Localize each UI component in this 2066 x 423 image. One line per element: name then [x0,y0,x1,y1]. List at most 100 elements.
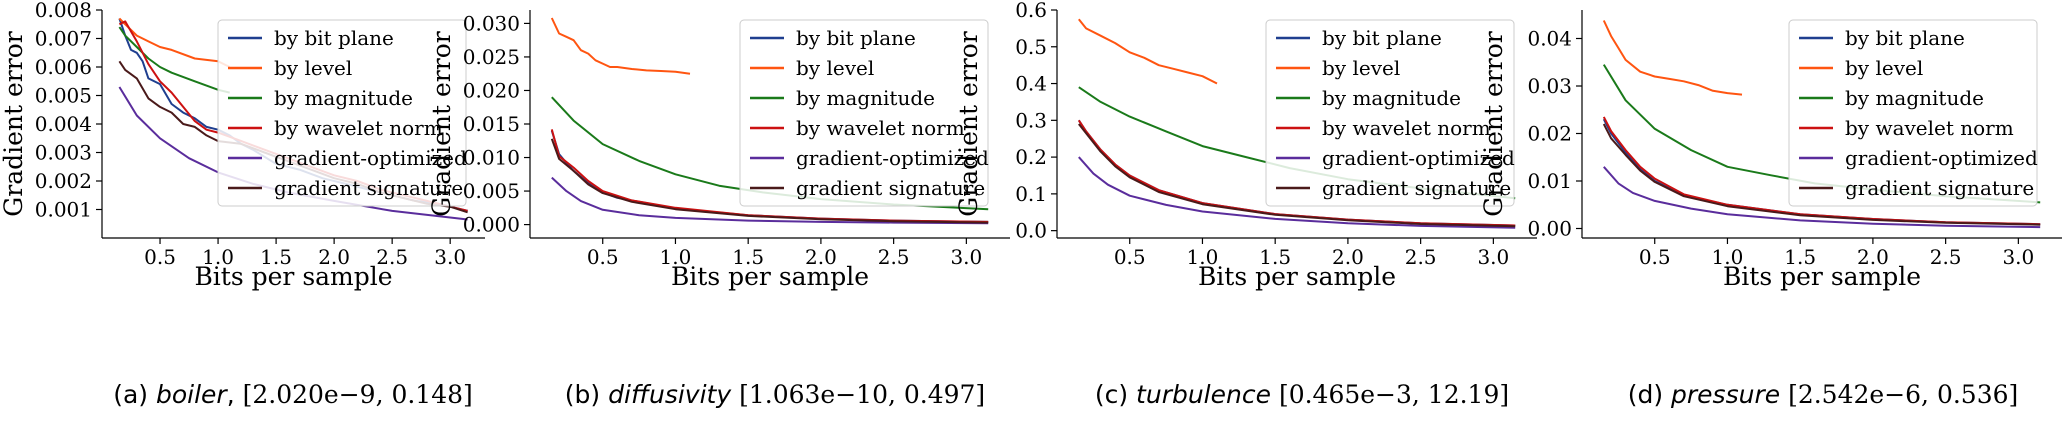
y-tick-label: 0.6 [1015,0,1047,22]
chart-panel-1: 0.5 1.0 1.5 2.0 2.5 3.0 0.000 0.005 0.010 0.015 0.… [427,10,1010,409]
legend-label: by wavelet norm [274,116,443,140]
x-tick-label: 1.0 [202,245,234,269]
series-line-1 [1602,20,1743,96]
x-tick-label: 1.5 [260,245,292,269]
legend-label: by magnitude [796,86,935,110]
x-tick-label: 3.0 [950,245,982,269]
series-line-2 [118,26,230,94]
x-tick-label: 2.0 [805,245,837,269]
x-axis-label: Bits per sample [1198,262,1396,291]
legend-label: by level [796,56,874,80]
y-tick-label: 0.2 [1015,145,1047,169]
y-tick-label: 0.002 [35,169,92,193]
y-tick-label: 0.020 [463,78,520,102]
y-tick-label: 0.00 [1527,217,1572,241]
x-tick-label: 1.0 [660,245,692,269]
legend-box [1788,19,2038,207]
y-axis-label: Gradient error [954,31,983,216]
legend-box [217,19,467,207]
legend-label: by level [1845,56,1923,80]
series-line-5 [550,138,989,224]
y-tick-label: 0.02 [1527,122,1572,146]
series-line-5 [1078,123,1516,228]
y-tick-label: 0.005 [463,179,520,203]
x-tick-label: 0.5 [587,245,619,269]
y-tick-label: 0.006 [35,55,92,79]
legend-label: by wavelet norm [796,116,965,140]
legend-label: by level [1322,56,1400,80]
chart-panel-0: 0.5 1.0 1.5 2.0 2.5 3.0 0.001 0.002 0.003 0.004 0.… [0,0,485,409]
x-tick-label: 1.5 [1784,245,1816,269]
y-tick-label: 0.5 [1015,35,1047,59]
y-axis-label: Gradient error [0,31,28,216]
x-axis-label: Bits per sample [1723,262,1921,291]
legend-label: by wavelet norm [1322,116,1491,140]
legend-label: by level [274,56,352,80]
x-tick-label: 1.0 [1187,245,1219,269]
x-axis-label: Bits per sample [194,262,392,291]
legend-label: by magnitude [274,86,413,110]
panel-caption: (a) boiler, [2.020e−9, 0.148] [113,380,473,409]
series-line-4 [551,176,989,225]
series-line-1 [1078,18,1218,85]
x-tick-label: 0.5 [1114,245,1146,269]
x-tick-label: 1.5 [1259,245,1291,269]
x-axis-label: Bits per sample [671,262,869,291]
panel-caption: (b) diffusivity [1.063e−10, 0.497] [565,380,985,409]
y-tick-label: 0.015 [463,112,520,136]
legend-label: by wavelet norm [1845,116,2014,140]
x-tick-label: 3.0 [1477,245,1509,269]
legend-label: by magnitude [1845,86,1984,110]
chart-panel-3: 0.5 1.0 1.5 2.0 2.5 3.0 0.00 0.01 0.02 0.03 0.04 Bi… [1479,10,2062,409]
legend-label: gradient signature [796,176,985,200]
legend-label: gradient-optimized [1845,146,2038,170]
legend: by bit plane by level by magnitude by wavel… [1265,19,1515,207]
x-tick-label: 2.5 [376,245,408,269]
y-tick-label: 0.025 [463,45,520,69]
series-line-4 [1078,156,1516,229]
legend-label: by bit plane [274,26,394,50]
legend: by bit plane by level by magnitude by wavel… [739,19,989,207]
y-tick-label: 0.004 [35,112,92,136]
y-tick-label: 0.003 [35,141,92,165]
y-axis-label: Gradient error [427,31,456,216]
legend: by bit plane by level by magnitude by wavel… [217,19,467,207]
x-tick-label: 3.0 [434,245,466,269]
y-tick-label: 0.007 [35,27,92,51]
legend: by bit plane by level by magnitude by wavel… [1788,19,2038,207]
legend-box [739,19,989,207]
panel-caption: (d) pressure [2.542e−6, 0.536] [1628,380,2019,409]
chart-panel-2: 0.5 1.0 1.5 2.0 2.5 3.0 0.0 0.1 0.2 0.3 0.4 0.5 0.6 B… [954,0,1537,409]
x-tick-label: 2.5 [1930,245,1962,269]
x-tick-label: 0.5 [1639,245,1671,269]
y-tick-label: 0.005 [35,84,92,108]
x-tick-label: 2.5 [878,245,910,269]
y-tick-label: 0.008 [35,0,92,22]
series-line-1 [118,17,231,68]
x-tick-label: 2.0 [318,245,350,269]
x-tick-label: 2.5 [1405,245,1437,269]
y-tick-label: 0.0 [1015,219,1047,243]
series-line-1 [550,17,691,75]
series-line-5 [1602,123,2041,226]
legend-box [1265,19,1515,207]
y-tick-label: 0.001 [35,198,92,222]
legend-label: by bit plane [796,26,916,50]
y-tick-label: 0.010 [463,146,520,170]
legend-label: gradient-optimized [1322,146,1515,170]
y-tick-label: 0.01 [1527,169,1572,193]
y-tick-label: 0.03 [1527,74,1572,98]
legend-label: gradient signature [1845,176,2034,200]
x-tick-label: 1.0 [1712,245,1744,269]
panel-caption: (c) turbulence [0.465e−3, 12.19] [1095,380,1509,409]
y-tick-label: 0.030 [463,11,520,35]
legend-label: by magnitude [1322,86,1461,110]
y-tick-label: 0.1 [1015,182,1047,206]
legend-label: gradient-optimized [796,146,989,170]
legend-label: gradient signature [1322,176,1511,200]
legend-label: gradient-optimized [274,146,467,170]
x-tick-label: 1.5 [732,245,764,269]
y-tick-label: 0.3 [1015,108,1047,132]
y-tick-label: 0.04 [1527,27,1572,51]
